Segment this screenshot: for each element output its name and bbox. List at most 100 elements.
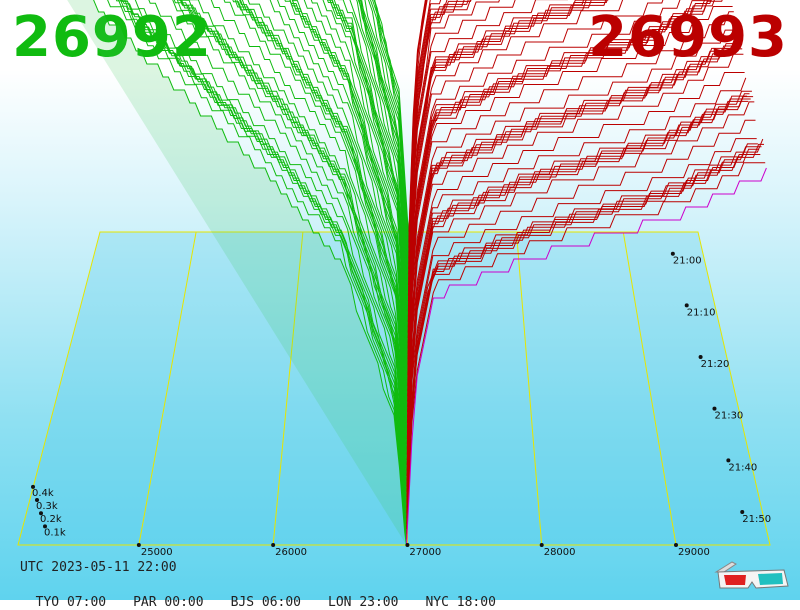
ask-depth-line xyxy=(406,146,762,525)
ask-depth-line xyxy=(407,0,712,366)
bid-depth-line xyxy=(236,0,408,439)
bid-depth-line xyxy=(239,0,408,434)
ask-depth-line xyxy=(406,37,740,429)
price-tick-label: 29000 xyxy=(678,547,710,558)
bid-depth-line xyxy=(210,0,408,450)
bid-depth-line xyxy=(247,0,408,408)
ask-depth-line xyxy=(407,0,471,296)
bid-depth-line xyxy=(67,0,407,546)
ask-depth-line xyxy=(406,138,757,503)
ask-depth-line xyxy=(407,0,516,307)
time-tick-label: 21:30 xyxy=(714,411,743,422)
bid-depth-line xyxy=(291,0,409,386)
bid-depth-line xyxy=(303,0,409,360)
ask-depth-line xyxy=(406,96,754,487)
price-tick-marker xyxy=(539,543,544,547)
price-gridline xyxy=(515,231,543,546)
bid-depth-line xyxy=(187,0,408,455)
time-tick-marker xyxy=(698,355,703,360)
ask-depth-line xyxy=(407,6,733,397)
ask-depth-line xyxy=(407,0,664,355)
price-tick-marker xyxy=(674,543,678,547)
bid-depth-line xyxy=(349,0,409,307)
bid-depth-line xyxy=(179,0,408,461)
bid-depth-line xyxy=(338,0,409,312)
time-tick-marker xyxy=(712,406,717,411)
volume-tick-label: 0.3k xyxy=(36,501,58,512)
price-gridline xyxy=(272,231,304,546)
ask-depth-line xyxy=(406,143,764,535)
bid-depth-line xyxy=(223,0,408,445)
ask-depth-line xyxy=(406,43,741,435)
time-tick-marker xyxy=(670,251,675,256)
volume-tick-label: 0.2k xyxy=(40,514,62,525)
price-tick-label: 28000 xyxy=(544,547,576,558)
price-tick-marker xyxy=(136,543,141,547)
bid-depth-line xyxy=(269,0,408,402)
bid-depth-line xyxy=(310,0,409,355)
bid-depth-line xyxy=(172,0,408,492)
ask-depth-line xyxy=(407,0,608,328)
price-tick-label: 27000 xyxy=(409,547,441,558)
time-tick-label: 21:50 xyxy=(742,514,771,525)
bid-depth-line xyxy=(239,0,408,413)
time-tick-marker xyxy=(740,509,745,514)
ask-depth-line xyxy=(406,53,744,445)
price-tick-marker xyxy=(271,543,276,547)
ask-depth-line xyxy=(407,40,738,419)
ask-depth-line xyxy=(406,119,756,498)
bid-depth-line xyxy=(120,0,407,535)
bid-depth-line xyxy=(291,0,409,365)
bid-depth-line xyxy=(322,0,409,349)
ask-depth-line xyxy=(407,0,500,302)
bid-depth-line xyxy=(277,0,409,397)
volume-tick-marker xyxy=(43,524,47,529)
ask-depth-line xyxy=(407,0,609,339)
ask-depth-line xyxy=(407,0,723,392)
ask-depth-line xyxy=(408,0,469,291)
timezone-row: TYO 07:00 PAR 00:00 BJS 06:00 LON 23:00 NYC … xyxy=(20,580,523,610)
price-tick-marker xyxy=(405,543,410,547)
ask-depth-line xyxy=(407,0,607,344)
volume-tick-marker xyxy=(35,498,39,503)
time-tick-marker xyxy=(684,303,689,308)
ask-depth-line xyxy=(406,162,766,540)
ask-depth-line xyxy=(407,0,706,386)
bid-depth-line xyxy=(107,0,407,540)
bid-depth-line xyxy=(178,0,408,482)
price-gridline xyxy=(138,231,197,546)
ask-depth-line xyxy=(407,0,624,349)
ask-depth-line xyxy=(406,167,767,546)
tz-nyc: NYC 18:00 xyxy=(425,595,496,610)
bid-depth-line xyxy=(148,0,408,498)
ask-depth-line xyxy=(407,0,712,381)
tz-lon: LON 23:00 xyxy=(328,595,399,610)
ask-depth-line xyxy=(406,98,751,477)
price-tick-label: 26000 xyxy=(275,547,307,558)
ask-depth-line xyxy=(407,0,568,312)
ask-depth-line xyxy=(406,77,747,456)
ask-depth-line xyxy=(406,93,750,472)
bid-depth-line xyxy=(180,0,408,487)
bid-depth-line xyxy=(329,0,409,344)
ask-depth-line xyxy=(406,48,743,439)
price-gridline xyxy=(622,231,677,546)
time-tick-marker xyxy=(726,458,731,463)
bid-depth-line xyxy=(124,0,407,530)
price-tick-label: 25000 xyxy=(141,547,173,558)
time-tick-label: 21:00 xyxy=(673,256,702,267)
tz-par: PAR 00:00 xyxy=(133,595,204,610)
time-tick-label: 21:40 xyxy=(728,462,757,473)
bid-depth-line xyxy=(327,0,409,339)
ask-depth-line xyxy=(408,0,472,275)
tz-tyo: TYO 07:00 xyxy=(35,595,107,610)
3d-glasses-icon[interactable] xyxy=(712,558,792,592)
utc-timestamp: UTC 2023-05-11 22:00 xyxy=(20,560,177,575)
ask-depth-line xyxy=(406,101,755,493)
bid-depth-line xyxy=(289,0,409,381)
ask-depth-line xyxy=(406,90,752,482)
volume-tick-marker xyxy=(39,511,43,516)
bid-depth-line xyxy=(241,0,408,429)
time-tick-label: 21:10 xyxy=(687,307,716,318)
